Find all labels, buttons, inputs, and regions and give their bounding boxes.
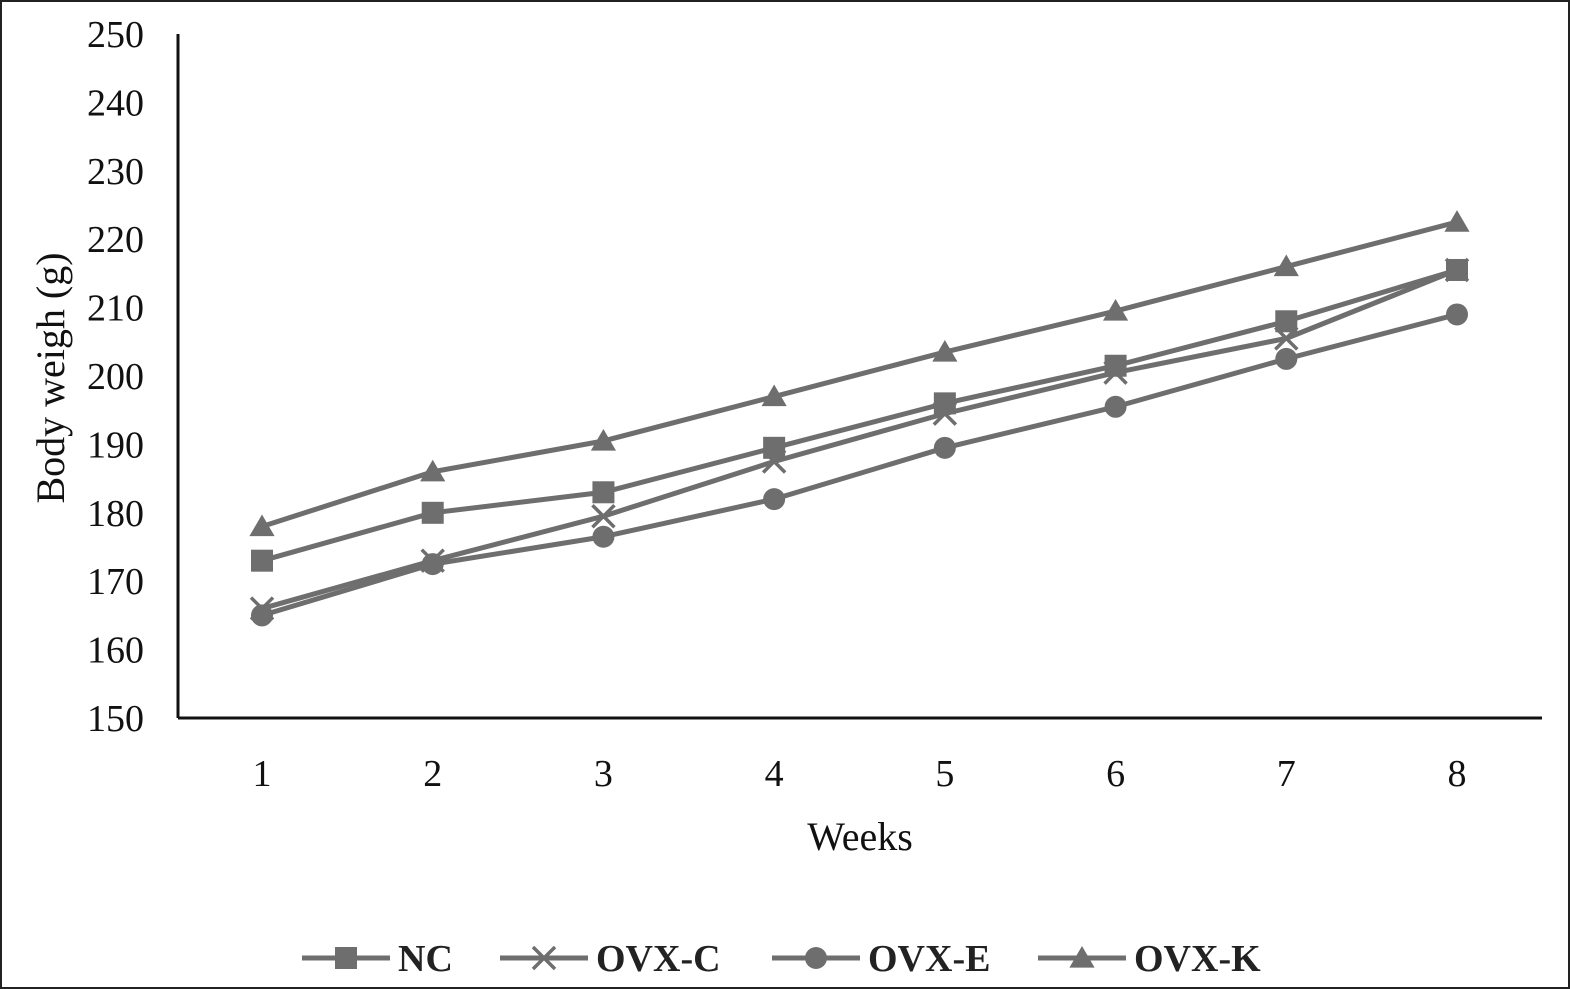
x-axis-ticks: 1 2 3 4 5 6 7 8 bbox=[253, 753, 1467, 795]
x-axis-title: Weeks bbox=[807, 814, 913, 859]
data-point-triangle bbox=[932, 340, 958, 362]
y-tick-label: 250 bbox=[87, 14, 144, 56]
legend-item: OVX-E bbox=[772, 938, 990, 980]
x-tick-label: 2 bbox=[423, 753, 442, 795]
data-point-square bbox=[1275, 310, 1298, 333]
data-point-x bbox=[1274, 326, 1299, 351]
series-ovx-e bbox=[251, 303, 1468, 627]
y-axis-title: Body weigh (g) bbox=[28, 252, 73, 503]
data-point-triangle bbox=[1273, 254, 1299, 277]
data-point-square bbox=[251, 549, 273, 572]
data-point-circle bbox=[421, 553, 444, 576]
legend-item: OVX-K bbox=[1038, 938, 1261, 980]
data-point-triangle bbox=[590, 428, 617, 451]
series-layer bbox=[249, 210, 1470, 627]
x-tick-label: 5 bbox=[935, 753, 954, 795]
y-axis-ticks: 150 160 170 180 190 200 210 220 230 240 250 bbox=[87, 14, 144, 740]
data-point-x bbox=[1103, 360, 1128, 385]
data-point-square bbox=[421, 501, 444, 524]
y-tick-label: 190 bbox=[87, 424, 144, 466]
data-point-square bbox=[335, 947, 357, 969]
legend-label: NC bbox=[398, 938, 453, 980]
data-point-triangle bbox=[1444, 210, 1470, 232]
data-point-triangle bbox=[420, 459, 446, 482]
data-point-x bbox=[1444, 257, 1470, 283]
y-tick-label: 150 bbox=[87, 698, 144, 740]
y-tick-label: 240 bbox=[87, 82, 144, 124]
series-ovx-k bbox=[249, 210, 1470, 537]
legend-label: OVX-E bbox=[868, 938, 990, 980]
data-point-circle bbox=[592, 525, 615, 548]
y-tick-label: 170 bbox=[87, 561, 144, 603]
y-tick-label: 180 bbox=[87, 493, 144, 535]
data-point-x bbox=[932, 401, 958, 426]
series-line bbox=[261, 219, 1458, 529]
data-point-x bbox=[591, 503, 616, 529]
y-tick-label: 200 bbox=[87, 356, 144, 398]
x-tick-label: 7 bbox=[1277, 753, 1296, 795]
legend-label: OVX-C bbox=[596, 938, 721, 980]
data-point-square bbox=[592, 481, 615, 504]
legend-item: OVX-C bbox=[500, 938, 721, 980]
series-nc bbox=[251, 258, 1468, 572]
data-point-circle bbox=[763, 488, 786, 511]
legend-label: OVX-K bbox=[1134, 938, 1261, 980]
series-line bbox=[261, 267, 1458, 611]
data-point-circle bbox=[1446, 303, 1468, 326]
series-line bbox=[261, 267, 1458, 564]
data-point-triangle bbox=[1069, 946, 1095, 968]
x-tick-label: 6 bbox=[1106, 753, 1125, 795]
data-point-circle bbox=[1104, 395, 1127, 418]
y-tick-label: 220 bbox=[87, 219, 144, 261]
legend: NC OVX-C OVX-E OVX-K bbox=[302, 938, 1261, 980]
data-point-triangle bbox=[761, 384, 787, 407]
x-tick-label: 4 bbox=[765, 753, 784, 795]
x-tick-label: 3 bbox=[594, 753, 613, 795]
x-tick-label: 1 bbox=[253, 753, 272, 795]
y-tick-label: 160 bbox=[87, 630, 144, 672]
data-point-circle bbox=[1275, 347, 1298, 370]
data-point-circle bbox=[251, 604, 273, 627]
data-point-x bbox=[761, 449, 787, 474]
data-point-triangle bbox=[1102, 299, 1129, 321]
x-tick-label: 8 bbox=[1448, 753, 1467, 795]
series-line bbox=[261, 312, 1458, 618]
y-tick-label: 230 bbox=[87, 151, 144, 193]
data-point-x bbox=[531, 945, 557, 971]
legend-item: NC bbox=[302, 938, 453, 980]
data-point-triangle bbox=[249, 514, 275, 537]
data-point-circle bbox=[933, 436, 956, 459]
y-tick-label: 210 bbox=[87, 288, 144, 330]
data-point-square bbox=[763, 436, 786, 459]
data-point-circle bbox=[805, 947, 827, 969]
